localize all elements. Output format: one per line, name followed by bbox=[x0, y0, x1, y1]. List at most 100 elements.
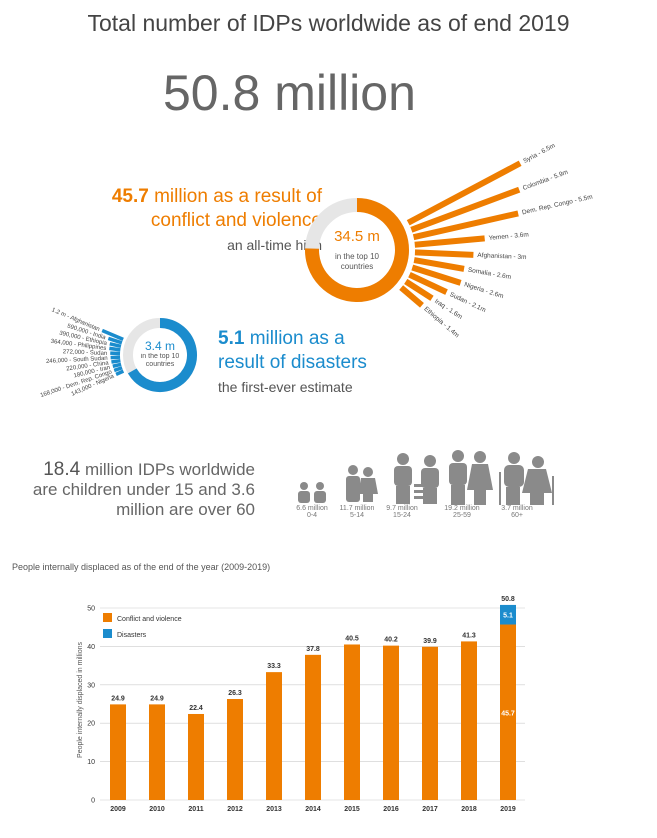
y-tick-label: 50 bbox=[87, 606, 95, 613]
country-label: Somalia - 2.6m bbox=[467, 267, 511, 281]
age-group: 19.2 million 25-59 bbox=[432, 505, 492, 519]
total-idps: 50.8 million bbox=[163, 65, 416, 121]
legend-conflict: Conflict and violence bbox=[117, 616, 182, 623]
bar-value-label: 39.9 bbox=[423, 638, 437, 645]
bar-value-label: 24.9 bbox=[111, 695, 125, 702]
bar-value-label: 50.8 bbox=[501, 596, 515, 603]
bar-value-label: 40.5 bbox=[345, 635, 359, 642]
age-group: 9.7 million 15-24 bbox=[372, 505, 432, 519]
conflict-value: 45.7 bbox=[111, 186, 149, 207]
y-axis-label: People internally displaced in millions bbox=[77, 642, 84, 758]
age-group-value: 11.7 million bbox=[339, 505, 375, 512]
conflict-sub: an all-time high bbox=[227, 237, 322, 253]
bar-conflict bbox=[188, 713, 204, 800]
age-group-range: 15-24 bbox=[393, 512, 411, 519]
bar-value-label: 41.3 bbox=[462, 632, 476, 639]
y-tick-label: 0 bbox=[91, 798, 95, 805]
donut-fill bbox=[127, 318, 197, 392]
age-group-value: 3.7 million bbox=[501, 505, 533, 512]
y-tick-label: 30 bbox=[87, 682, 95, 689]
x-tick-label: 2010 bbox=[149, 806, 165, 813]
page-title: Total number of IDPs worldwide as of end… bbox=[87, 10, 570, 36]
bar-conflict bbox=[344, 644, 360, 800]
country-bar bbox=[414, 235, 485, 248]
conflict-donut bbox=[305, 198, 409, 302]
conflict-line1: million as a result of bbox=[148, 186, 322, 207]
y-tick-label: 10 bbox=[87, 759, 95, 766]
age-group-range: 25-59 bbox=[453, 512, 471, 519]
age-group-range: 60+ bbox=[511, 512, 523, 519]
bar-disasters bbox=[500, 604, 516, 625]
country-bar bbox=[413, 257, 465, 272]
x-tick-label: 2014 bbox=[305, 806, 321, 813]
country-label: Nigeria - 2.6m bbox=[463, 281, 504, 300]
country-bar bbox=[115, 369, 125, 376]
age-group-value: 6.6 million bbox=[296, 505, 328, 512]
country-bar bbox=[111, 358, 121, 364]
legend-swatch-conflict bbox=[103, 613, 112, 622]
bar-conflict bbox=[383, 645, 399, 800]
conflict-summary: 45.7 million as a result of conflict and… bbox=[22, 185, 322, 257]
country-label: Syria - 6.5m bbox=[522, 142, 556, 165]
x-tick-label: 2011 bbox=[188, 806, 203, 813]
country-bar bbox=[101, 328, 124, 341]
x-tick-label: 2012 bbox=[227, 806, 243, 813]
bar-conflict bbox=[227, 699, 243, 800]
conflict-donut-value: 34.5 m bbox=[334, 228, 380, 245]
bar-value-label: 22.4 bbox=[189, 705, 203, 712]
y-tick-label: 40 bbox=[87, 644, 95, 651]
country-bar bbox=[404, 278, 434, 301]
x-tick-label: 2017 bbox=[422, 806, 438, 813]
country-label: 272,000 - Sudan bbox=[63, 349, 108, 357]
disasters-summary: 5.1 million as a result of disasters the… bbox=[218, 327, 367, 399]
country-bar bbox=[107, 336, 123, 345]
age-group: 11.7 million 5-14 bbox=[327, 505, 387, 519]
country-bar bbox=[406, 160, 522, 226]
age-text: million IDPs worldwide are children unde… bbox=[32, 460, 255, 519]
y-tick-label: 20 bbox=[87, 721, 95, 728]
adults-icon bbox=[449, 450, 493, 505]
country-bar bbox=[109, 346, 121, 352]
country-bar bbox=[414, 249, 474, 258]
youth-icon bbox=[394, 453, 439, 504]
country-bar bbox=[410, 186, 521, 233]
bar-conflict bbox=[110, 704, 126, 800]
x-tick-label: 2009 bbox=[110, 806, 126, 813]
bar-conflict bbox=[149, 704, 165, 800]
age-group-value: 19.2 million bbox=[444, 505, 480, 512]
bar-conflict bbox=[266, 672, 282, 800]
children-icon bbox=[346, 465, 378, 502]
bar-conflict bbox=[305, 654, 321, 800]
country-label: Yemen - 3.6m bbox=[488, 231, 529, 242]
disasters-donut bbox=[123, 318, 197, 392]
legend-swatch-disasters bbox=[103, 629, 112, 638]
chart-title: People internally displaced as of the en… bbox=[12, 562, 271, 572]
x-tick-label: 2018 bbox=[461, 806, 477, 813]
country-label: Colombia - 5.9m bbox=[522, 169, 569, 192]
bar-conflict bbox=[422, 646, 438, 800]
babies-icon bbox=[298, 482, 326, 503]
bar-value-label: 37.8 bbox=[306, 646, 320, 653]
bar-conflict bbox=[461, 641, 477, 800]
age-group: 3.7 million 60+ bbox=[487, 505, 547, 519]
country-bar bbox=[112, 362, 122, 368]
x-tick-label: 2013 bbox=[266, 806, 282, 813]
elderly-icon bbox=[499, 452, 554, 505]
disasters-donut-value: 3.4 m bbox=[145, 339, 175, 353]
country-label: Afghanistan - 3m bbox=[477, 252, 526, 261]
age-group-value: 9.7 million bbox=[386, 505, 418, 512]
bar-value-label: 33.3 bbox=[267, 663, 281, 670]
age-summary: 18.4 million IDPs worldwide are children… bbox=[30, 460, 255, 520]
country-bar bbox=[113, 366, 123, 373]
age-value: 18.4 bbox=[43, 459, 81, 480]
bar-value-label: 26.3 bbox=[228, 690, 242, 697]
legend-disasters: Disasters bbox=[117, 632, 147, 639]
conflict-donut-sub: in the top 10 countries bbox=[334, 252, 380, 271]
segment-label: 5.1 bbox=[503, 613, 513, 620]
disasters-sub: the first-ever estimate bbox=[218, 379, 353, 395]
country-bar bbox=[412, 210, 519, 241]
country-bar bbox=[411, 264, 462, 286]
